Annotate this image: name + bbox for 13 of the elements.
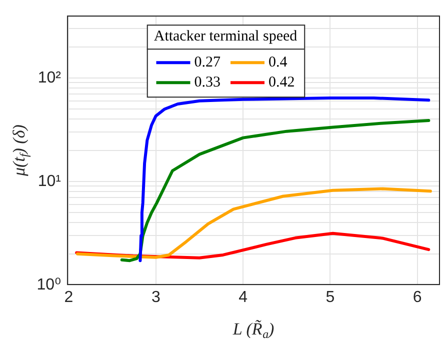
x-tick-label: 2: [64, 289, 74, 306]
legend-label: 0.42: [268, 74, 295, 91]
x-tick-label: 5: [326, 289, 335, 306]
legend-title: Attacker terminal speed: [154, 28, 298, 45]
x-tick-label: 6: [412, 289, 422, 306]
y-tick-label: 10⁰: [36, 276, 61, 294]
y-tick-label: 10¹: [38, 172, 61, 190]
x-tick-label: 4: [238, 289, 248, 306]
legend-label: 0.4: [268, 54, 288, 71]
legend-label: 0.27: [194, 54, 221, 71]
x-tick-label: 3: [151, 289, 160, 306]
legend-label: 0.33: [194, 74, 220, 91]
y-tick-label: 10²: [38, 69, 62, 86]
